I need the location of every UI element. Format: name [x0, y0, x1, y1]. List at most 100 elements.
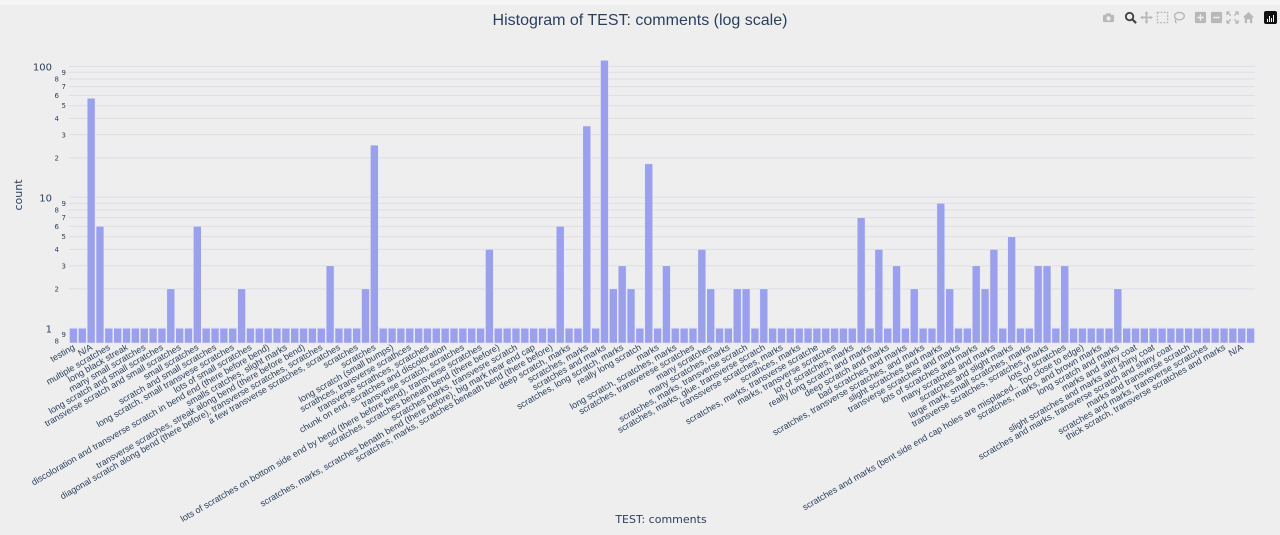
histogram-bar[interactable] [848, 328, 857, 344]
histogram-bar[interactable] [1016, 328, 1025, 344]
histogram-bar[interactable] [529, 328, 538, 344]
histogram-bar[interactable] [193, 226, 202, 344]
histogram-bar[interactable] [458, 328, 468, 344]
histogram-bar[interactable] [617, 265, 627, 344]
histogram-bar[interactable] [795, 328, 804, 344]
histogram-bar[interactable] [122, 328, 131, 344]
histogram-bar[interactable] [538, 328, 547, 344]
histogram-bar[interactable] [724, 328, 733, 344]
histogram-bar[interactable] [1140, 328, 1149, 344]
histogram-bar[interactable] [308, 328, 317, 344]
histogram-bar[interactable] [564, 328, 574, 344]
histogram-bar[interactable] [414, 328, 423, 344]
histogram-bar[interactable] [918, 328, 928, 344]
histogram-bar[interactable] [777, 328, 786, 344]
histogram-bar[interactable] [556, 226, 565, 344]
histogram-bar[interactable] [626, 288, 636, 344]
histogram-bar[interactable] [1042, 265, 1052, 344]
histogram-bar[interactable] [343, 328, 352, 344]
histogram-bar[interactable] [927, 328, 937, 344]
histogram-bar[interactable] [405, 328, 414, 344]
histogram-bar[interactable] [635, 328, 645, 344]
histogram-bar[interactable] [1051, 328, 1061, 344]
histogram-bar[interactable] [317, 328, 326, 344]
histogram-bar[interactable] [361, 288, 370, 344]
histogram-bar[interactable] [998, 328, 1007, 344]
histogram-bar[interactable] [370, 144, 379, 344]
histogram-bar[interactable] [131, 328, 140, 344]
histogram-bar[interactable] [219, 328, 229, 344]
histogram-bar[interactable] [246, 328, 255, 344]
histogram-bar[interactable] [520, 328, 529, 344]
autoscale-icon[interactable] [1224, 9, 1240, 25]
histogram-bar[interactable] [547, 328, 556, 344]
histogram-bar[interactable] [325, 265, 335, 344]
lasso-icon[interactable] [1170, 9, 1186, 25]
histogram-bar[interactable] [1113, 288, 1122, 344]
histogram-bar[interactable] [759, 288, 768, 344]
histogram-bar[interactable] [166, 288, 175, 344]
histogram-bar[interactable] [963, 328, 972, 344]
histogram-bar[interactable] [210, 328, 220, 344]
zoom-in-icon[interactable] [1192, 9, 1208, 25]
histogram-bar[interactable] [1007, 236, 1016, 344]
histogram-bar[interactable] [839, 328, 848, 344]
histogram-bar[interactable] [175, 328, 184, 344]
histogram-bar[interactable] [1078, 328, 1087, 344]
histogram-bar[interactable] [910, 288, 919, 344]
histogram-bar[interactable] [954, 328, 963, 344]
histogram-bar[interactable] [706, 288, 715, 344]
histogram-bar[interactable] [856, 217, 866, 344]
camera-icon[interactable] [1100, 9, 1116, 25]
histogram-bar[interactable] [299, 328, 308, 344]
histogram-bar[interactable] [511, 328, 521, 344]
box-select-icon[interactable] [1154, 9, 1170, 25]
histogram-bar[interactable] [600, 60, 609, 344]
histogram-bar[interactable] [1122, 328, 1131, 344]
histogram-bar[interactable] [874, 249, 884, 344]
histogram-bar[interactable] [78, 328, 87, 344]
histogram-bar[interactable] [582, 125, 591, 344]
histogram-bar[interactable] [768, 328, 777, 344]
histogram-bar[interactable] [830, 328, 839, 344]
histogram-bar[interactable] [892, 265, 901, 344]
histogram-bar[interactable] [1069, 328, 1078, 344]
histogram-bar[interactable] [95, 226, 105, 344]
histogram-bar[interactable] [786, 328, 795, 344]
histogram-bar[interactable] [184, 328, 193, 344]
histogram-bar[interactable] [821, 328, 830, 344]
histogram-bar[interactable] [396, 328, 406, 344]
histogram-bar[interactable] [432, 328, 441, 344]
histogram-bar[interactable] [1166, 328, 1176, 344]
histogram-bar[interactable] [157, 328, 167, 344]
histogram-bar[interactable] [697, 249, 707, 344]
histogram-bar[interactable] [644, 163, 653, 344]
histogram-bar[interactable] [1157, 328, 1167, 344]
histogram-bar[interactable] [662, 265, 671, 344]
histogram-bar[interactable] [653, 328, 662, 344]
histogram-bar[interactable] [1184, 328, 1193, 344]
histogram-bar[interactable] [989, 249, 999, 344]
histogram-bar[interactable] [423, 328, 432, 344]
histogram-bar[interactable] [1087, 328, 1096, 344]
zoom-icon[interactable] [1122, 9, 1138, 25]
plotly-logo-icon[interactable] [1264, 10, 1277, 24]
histogram-bar[interactable] [140, 328, 149, 344]
histogram-bar[interactable] [1175, 328, 1184, 344]
histogram-bar[interactable] [865, 328, 875, 344]
histogram-bar[interactable] [715, 328, 724, 344]
histogram-bar[interactable] [750, 328, 760, 344]
histogram-bar[interactable] [86, 98, 96, 344]
home-icon[interactable] [1240, 9, 1256, 25]
histogram-bar[interactable] [1131, 328, 1140, 344]
histogram-bar[interactable] [494, 328, 503, 344]
histogram-bar[interactable] [449, 328, 459, 344]
histogram-bar[interactable] [379, 328, 388, 344]
histogram-bar[interactable] [1033, 265, 1043, 344]
histogram-bar[interactable] [255, 328, 264, 344]
histogram-bar[interactable] [733, 288, 742, 344]
histogram-bar[interactable] [113, 328, 122, 344]
histogram-bar[interactable] [1095, 328, 1105, 344]
histogram-bar[interactable] [352, 328, 361, 344]
histogram-bar[interactable] [945, 288, 954, 344]
